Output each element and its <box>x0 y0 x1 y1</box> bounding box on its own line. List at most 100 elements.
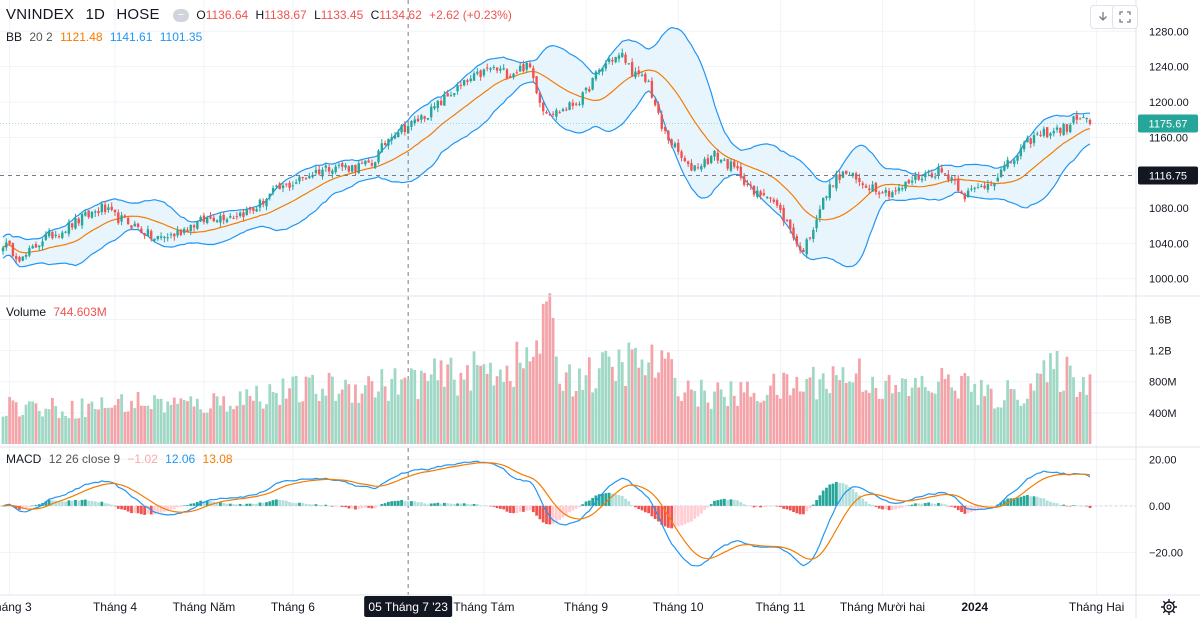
volume-bar[interactable] <box>690 389 693 444</box>
candle[interactable] <box>538 92 542 103</box>
volume-bar[interactable] <box>449 357 453 444</box>
candle[interactable] <box>47 230 51 237</box>
candle[interactable] <box>927 171 930 173</box>
gear-icon[interactable] <box>1160 598 1178 616</box>
volume-bar[interactable] <box>624 385 627 444</box>
volume-bar[interactable] <box>298 402 301 444</box>
candle[interactable] <box>262 200 265 205</box>
candle[interactable] <box>789 219 792 230</box>
candle[interactable] <box>884 190 887 193</box>
volume-bar[interactable] <box>100 397 104 444</box>
volume-bar[interactable] <box>278 404 282 444</box>
volume-bar[interactable] <box>594 388 598 444</box>
volume-bar[interactable] <box>660 350 664 444</box>
candle[interactable] <box>1059 127 1062 134</box>
candle[interactable] <box>482 69 486 76</box>
volume-bar[interactable] <box>1062 390 1066 444</box>
volume-bar[interactable] <box>858 358 861 444</box>
candle[interactable] <box>719 159 723 163</box>
volume-bar[interactable] <box>4 415 8 444</box>
candle[interactable] <box>683 158 687 162</box>
candle[interactable] <box>729 161 733 171</box>
candle[interactable] <box>637 70 640 75</box>
volume-bar[interactable] <box>209 408 212 444</box>
candle[interactable] <box>298 176 301 182</box>
candle[interactable] <box>716 152 719 161</box>
volume-bar[interactable] <box>1082 377 1085 444</box>
volume-bar[interactable] <box>663 358 667 444</box>
candle[interactable] <box>831 185 835 187</box>
candle[interactable] <box>993 182 996 187</box>
candle[interactable] <box>449 95 453 97</box>
volume-bar[interactable] <box>324 395 328 444</box>
candle[interactable] <box>1003 165 1006 171</box>
candle[interactable] <box>650 80 654 98</box>
candle[interactable] <box>624 54 627 63</box>
candle[interactable] <box>377 150 380 163</box>
volume-bar[interactable] <box>380 369 384 444</box>
volume-bar[interactable] <box>736 405 739 444</box>
volume-bar[interactable] <box>940 368 944 444</box>
volume-bar[interactable] <box>416 399 420 444</box>
volume-bar[interactable] <box>423 373 427 444</box>
candle[interactable] <box>1036 133 1039 135</box>
volume-bar[interactable] <box>258 401 262 444</box>
fullscreen-icon[interactable] <box>1112 5 1138 29</box>
volume-bar[interactable] <box>686 380 690 444</box>
volume-bar[interactable] <box>446 364 450 444</box>
candle[interactable] <box>436 100 439 109</box>
volume-bar[interactable] <box>966 376 970 444</box>
volume-bar[interactable] <box>706 402 710 444</box>
candle[interactable] <box>657 103 660 113</box>
volume-bar[interactable] <box>390 378 394 444</box>
candle[interactable] <box>423 116 426 119</box>
volume-bar[interactable] <box>1 416 5 444</box>
candle[interactable] <box>881 192 884 194</box>
volume-bar[interactable] <box>314 393 318 444</box>
candle[interactable] <box>604 63 607 69</box>
volume-bar[interactable] <box>587 357 591 444</box>
volume-bar[interactable] <box>419 370 423 444</box>
volume-bar[interactable] <box>47 409 51 444</box>
volume-bar[interactable] <box>169 404 173 444</box>
candle[interactable] <box>479 70 482 78</box>
candle[interactable] <box>64 231 67 233</box>
volume-bar[interactable] <box>502 382 506 444</box>
candle[interactable] <box>1065 124 1069 132</box>
volume-bar[interactable] <box>350 402 354 444</box>
candle[interactable] <box>1045 127 1049 138</box>
candle[interactable] <box>670 139 673 146</box>
volume-bar[interactable] <box>90 401 94 444</box>
candle[interactable] <box>821 197 825 210</box>
candle[interactable] <box>159 236 163 238</box>
candle[interactable] <box>611 60 614 62</box>
volume-bar[interactable] <box>51 397 54 444</box>
volume-bar[interactable] <box>176 403 179 444</box>
volume-bar[interactable] <box>1035 373 1039 444</box>
volume-bar[interactable] <box>752 392 756 444</box>
volume-bar[interactable] <box>722 396 726 444</box>
candle[interactable] <box>713 150 716 157</box>
volume-bar[interactable] <box>841 367 845 444</box>
volume-bar[interactable] <box>742 392 746 444</box>
candle[interactable] <box>446 93 449 97</box>
candle[interactable] <box>943 173 947 175</box>
volume-bar[interactable] <box>275 393 278 444</box>
volume-bar[interactable] <box>126 411 130 444</box>
candle[interactable] <box>163 236 166 239</box>
volume-bar[interactable] <box>894 384 898 444</box>
candle[interactable] <box>854 173 858 180</box>
candle[interactable] <box>344 164 347 168</box>
volume-bar[interactable] <box>680 400 683 444</box>
candle[interactable] <box>644 73 647 82</box>
candle[interactable] <box>153 238 156 241</box>
candle[interactable] <box>627 63 631 65</box>
volume-bar[interactable] <box>215 396 219 444</box>
volume-bar[interactable] <box>713 391 716 444</box>
volume-bar[interactable] <box>1042 360 1046 444</box>
candle[interactable] <box>607 58 611 62</box>
volume-bar[interactable] <box>1085 395 1089 444</box>
candle[interactable] <box>545 111 548 114</box>
volume-bar[interactable] <box>107 407 110 444</box>
candle[interactable] <box>288 182 291 188</box>
